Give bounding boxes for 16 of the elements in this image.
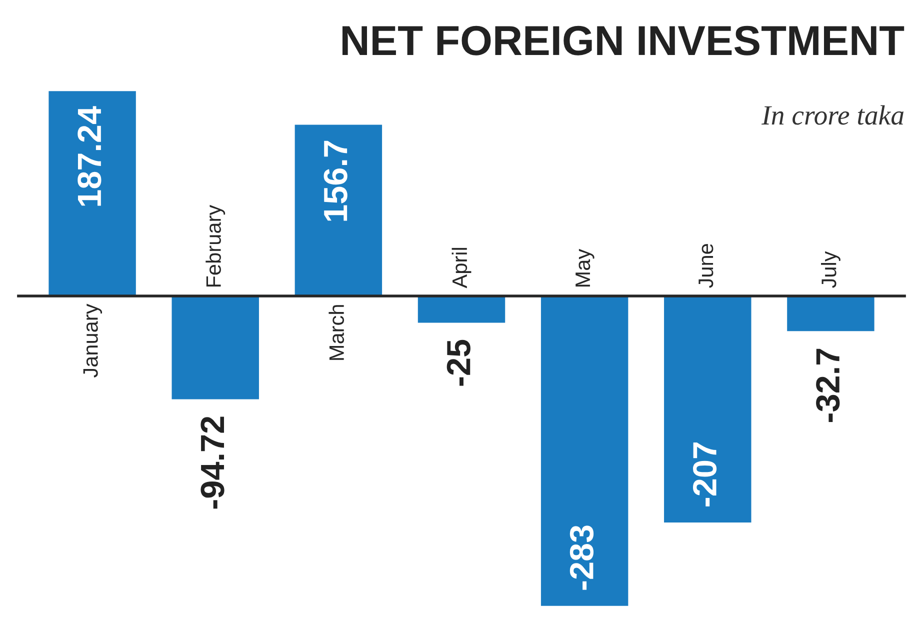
x-tick-label: February: [206, 204, 226, 287]
x-tick-label: July: [820, 251, 840, 288]
x-tick-label: March: [328, 305, 344, 360]
data-label: -283: [570, 526, 594, 590]
chart-title: NET FOREIGN INVESTMENT: [342, 26, 904, 56]
x-tick-label: January: [83, 304, 102, 378]
data-label: -207: [692, 442, 717, 506]
x-tick-label: April: [452, 248, 472, 288]
data-label: -32.7: [816, 348, 840, 422]
data-label: -94.72: [200, 416, 224, 509]
x-tick-label: June: [698, 244, 714, 288]
data-label: 187.24: [78, 106, 102, 206]
data-label: 156.7: [324, 140, 348, 221]
data-label: -25: [446, 340, 470, 386]
chart-subtitle: In crore taka: [761, 105, 904, 125]
x-tick-label: May: [576, 248, 594, 287]
